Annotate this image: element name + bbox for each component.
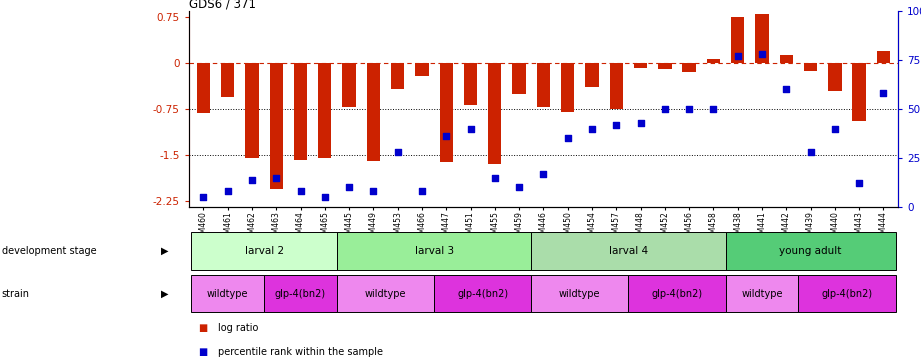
Bar [264, 275, 337, 312]
Point [754, 51, 769, 57]
Bar [270, 63, 283, 188]
Bar [537, 63, 550, 107]
Point [439, 134, 454, 139]
Bar [585, 63, 599, 87]
Point [463, 126, 478, 131]
Text: glp-4(bn2): glp-4(bn2) [275, 288, 326, 299]
Point [609, 122, 624, 127]
Bar [804, 63, 817, 71]
Point [585, 126, 600, 131]
Bar [726, 232, 895, 270]
Text: larval 4: larval 4 [609, 246, 648, 256]
Bar [197, 63, 210, 113]
Point [318, 194, 332, 200]
Bar [221, 63, 234, 97]
Point [196, 194, 211, 200]
Bar [415, 63, 428, 76]
Point [852, 181, 867, 186]
Bar [779, 55, 793, 63]
Bar [561, 63, 575, 112]
Bar [726, 275, 799, 312]
Point [512, 185, 527, 190]
Bar [488, 63, 502, 164]
Bar [343, 63, 356, 107]
Text: wildtype: wildtype [365, 288, 406, 299]
Text: ▶: ▶ [161, 246, 169, 256]
Text: glp-4(bn2): glp-4(bn2) [651, 288, 703, 299]
Text: ■: ■ [198, 323, 207, 333]
Point [366, 188, 380, 194]
Bar [853, 63, 866, 121]
Point [293, 188, 308, 194]
Text: young adult: young adult [779, 246, 842, 256]
Text: wildtype: wildtype [559, 288, 600, 299]
Bar [610, 63, 623, 109]
Point [803, 149, 818, 155]
Bar [628, 275, 726, 312]
Bar [192, 275, 264, 312]
Point [414, 188, 429, 194]
Bar [294, 63, 308, 160]
Bar [434, 275, 531, 312]
Point [391, 149, 405, 155]
Point [658, 106, 672, 112]
Bar [755, 14, 769, 63]
Bar [367, 63, 380, 161]
Point [779, 86, 794, 92]
Text: log ratio: log ratio [218, 323, 259, 333]
Text: larval 2: larval 2 [245, 246, 284, 256]
Point [827, 126, 842, 131]
Point [245, 177, 260, 182]
Bar [659, 63, 671, 69]
Bar [512, 63, 526, 94]
Bar [245, 63, 259, 158]
Point [730, 53, 745, 59]
Point [536, 171, 551, 176]
Point [682, 106, 696, 112]
Bar [318, 63, 332, 158]
Text: glp-4(bn2): glp-4(bn2) [457, 288, 508, 299]
Bar [464, 63, 477, 105]
Text: ■: ■ [198, 347, 207, 357]
Bar [799, 275, 895, 312]
Point [560, 135, 575, 141]
Point [342, 185, 356, 190]
Bar [337, 275, 434, 312]
Bar [877, 51, 890, 63]
Point [269, 175, 284, 180]
Bar [391, 63, 404, 89]
Text: percentile rank within the sample: percentile rank within the sample [218, 347, 383, 357]
Bar [682, 63, 695, 72]
Text: strain: strain [2, 288, 29, 299]
Point [876, 90, 891, 96]
Bar [531, 275, 628, 312]
Bar [706, 59, 720, 63]
Text: larval 3: larval 3 [414, 246, 454, 256]
Text: ▶: ▶ [161, 288, 169, 299]
Point [487, 175, 502, 180]
Bar [828, 63, 842, 91]
Text: GDS6 / 371: GDS6 / 371 [189, 0, 256, 11]
Point [706, 106, 721, 112]
Bar [337, 232, 531, 270]
Point [633, 120, 647, 125]
Bar [192, 232, 337, 270]
Text: glp-4(bn2): glp-4(bn2) [822, 288, 872, 299]
Text: development stage: development stage [2, 246, 97, 256]
Bar [439, 63, 453, 162]
Text: wildtype: wildtype [207, 288, 249, 299]
Point [220, 188, 235, 194]
Bar [531, 232, 726, 270]
Text: wildtype: wildtype [741, 288, 783, 299]
Bar [731, 17, 744, 63]
Bar [634, 63, 647, 68]
